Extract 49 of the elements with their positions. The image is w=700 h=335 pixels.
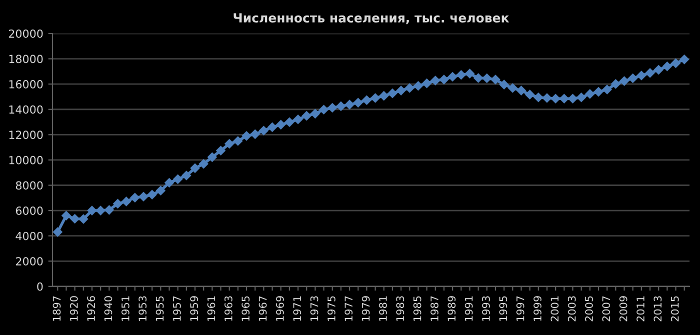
y-tick-label: 4000 — [16, 232, 43, 240]
x-tick-label: 1951 — [121, 296, 130, 321]
x-tick-label: 1965 — [242, 296, 250, 321]
x-tick-label: 1989 — [448, 296, 456, 321]
x-tick-label: 1995 — [499, 296, 508, 321]
x-tick-label: 1963 — [224, 296, 232, 321]
y-tick-label: 12000 — [9, 130, 43, 140]
x-tick-label: 1920 — [70, 296, 78, 321]
x-tick-label: 1967 — [258, 296, 267, 321]
x-tick-label: 1977 — [344, 296, 353, 321]
x-tick-label: 1981 — [379, 296, 387, 321]
x-tick-label: 1993 — [482, 296, 490, 321]
x-tick-label: 1999 — [534, 296, 542, 321]
x-tick-label: 1971 — [293, 296, 302, 321]
x-tick-label: 1959 — [190, 296, 198, 321]
y-tick-label: 18000 — [9, 54, 43, 64]
y-tick-label: 10000 — [9, 156, 43, 164]
x-tick-label: 1997 — [516, 296, 524, 321]
x-tick-label: 1985 — [413, 296, 422, 321]
x-tick-label: 2005 — [585, 296, 593, 322]
y-tick-label: 14000 — [9, 105, 43, 114]
x-tick-label: 1957 — [172, 296, 181, 321]
x-tick-label: 2007 — [602, 296, 610, 322]
x-tick-label: 1953 — [138, 296, 147, 321]
x-tick-label: 1897 — [52, 296, 61, 321]
x-tick-label: 1969 — [276, 296, 284, 321]
x-tick-label: 1983 — [396, 296, 404, 321]
x-tick-label: 2001 — [550, 296, 559, 322]
x-tick-label: 1979 — [362, 296, 370, 321]
x-tick-label: 2003 — [568, 296, 576, 322]
x-tick-label: 1987 — [430, 296, 438, 321]
x-tick-label: 2011 — [636, 296, 644, 322]
x-tick-label: 1991 — [464, 296, 473, 321]
x-tick-label: 2013 — [654, 296, 662, 322]
chart-title: Численность населения, тыс. человек — [234, 13, 510, 24]
y-tick-label: 0 — [37, 282, 43, 291]
x-tick-label: 1975 — [328, 296, 336, 321]
y-tick-label: 2000 — [16, 257, 43, 266]
x-tick-label: 2009 — [619, 296, 628, 322]
x-tick-label: 1961 — [207, 296, 216, 321]
x-tick-label: 2015 — [670, 296, 679, 322]
x-tick-label: 1973 — [310, 296, 318, 321]
y-tick-label: 6000 — [16, 206, 43, 215]
x-tick-label: 1940 — [104, 296, 112, 321]
x-tick-label: 1926 — [87, 296, 96, 321]
y-tick-label: 20000 — [8, 29, 43, 38]
x-tick-label: 1955 — [156, 296, 164, 321]
y-tick-label: 16000 — [9, 80, 43, 88]
y-tick-label: 8000 — [16, 181, 43, 190]
